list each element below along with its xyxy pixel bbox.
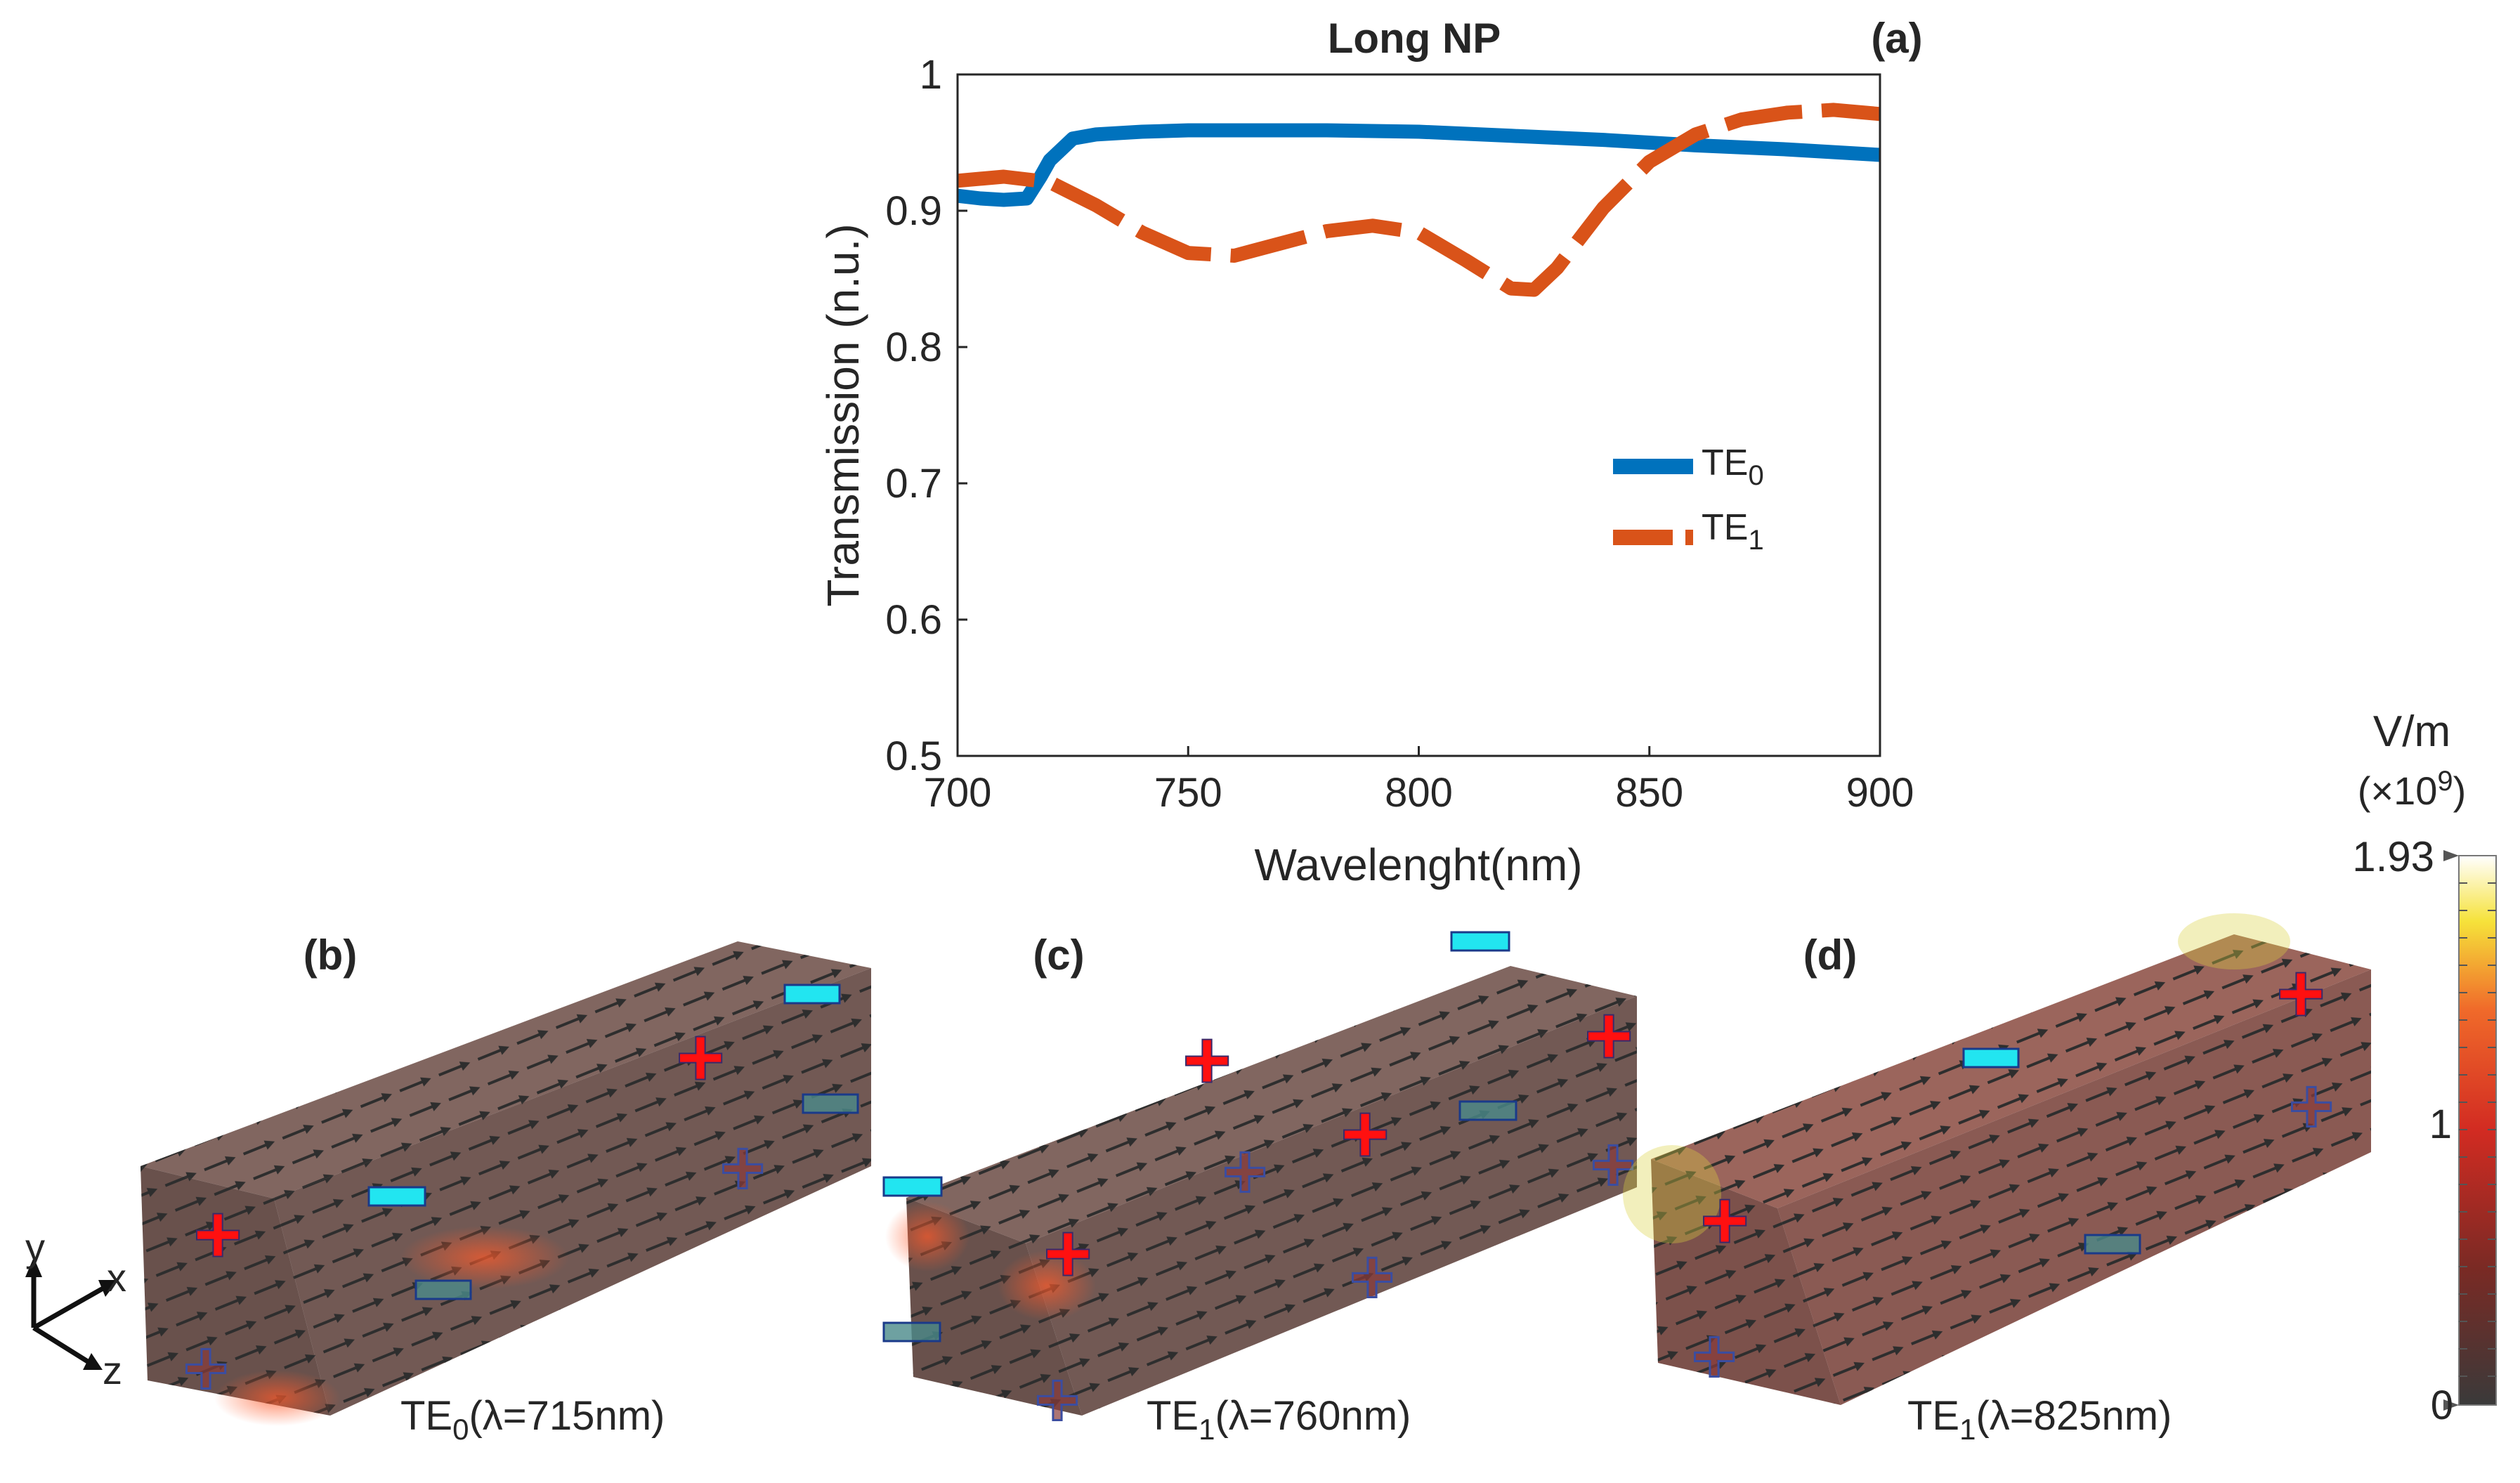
x-tick-label: 900 <box>1846 770 1914 816</box>
plus-charge-icon: + <box>720 1125 765 1211</box>
colorbar-max-marker <box>2443 850 2459 861</box>
x-tick-label: 850 <box>1615 770 1683 816</box>
colorbar-scale: (×109) <box>2358 766 2467 813</box>
minus-charge-icon <box>1962 1047 2020 1069</box>
series-line-te0 <box>956 123 1881 207</box>
x-axis-label: Wavelenght(nm) <box>1254 840 1582 890</box>
colorbar-mid-label: 1 <box>2429 1102 2452 1147</box>
panel-label-b: (b) <box>303 932 358 979</box>
axis-y-label: y <box>25 1225 45 1269</box>
x-tick-label: 700 <box>924 770 992 816</box>
colorbar-unit: V/m <box>2373 707 2450 756</box>
y-axis-label: Transmission (n.u.) <box>818 223 868 606</box>
minus-charge-icon <box>1450 931 1510 952</box>
y-tick-label: 1 <box>920 52 942 98</box>
nanoparticle-d <box>1623 913 2371 1405</box>
minus-charge-icon <box>882 1176 943 1197</box>
y-tick-label: 0.7 <box>885 461 942 507</box>
legend-label-te0: TE0 <box>1702 443 1764 491</box>
plus-charge-icon: + <box>2276 946 2325 1040</box>
y-tick-label: 0.6 <box>885 597 942 643</box>
colorbar-min-label: 0 <box>2431 1383 2453 1428</box>
chart-legend: TE0 TE1 <box>1613 443 1764 556</box>
nanoparticle-b <box>141 941 871 1426</box>
charge-markers-c: + + + + + + + + <box>882 931 1637 1444</box>
plot-area-frame <box>956 73 1881 757</box>
colorbar-max-label: 1.93 <box>2352 833 2434 880</box>
x-tick-label: 750 <box>1154 770 1222 816</box>
plus-charge-icon: + <box>1043 1206 1092 1300</box>
charge-markers-b: + + + + <box>182 984 859 1413</box>
plus-charge-icon: + <box>1340 1087 1390 1181</box>
axis-x-label: x <box>107 1255 126 1300</box>
plus-charge-icon: + <box>1222 1128 1267 1215</box>
chart-panel-a: Long NP (a) 700 750 800 850 900 0.5 0.6 0.7 0.8… <box>818 15 1923 890</box>
minus-charge-icon <box>2084 1234 2141 1255</box>
nanoparticle-panel-b: (b) + + + + TE0(λ=715nm) <box>141 932 871 1446</box>
colorbar-min-marker <box>2443 1399 2459 1411</box>
nanoparticle-panel-c: (c) + + + + + + + + TE1(λ=760nm) <box>882 931 1637 1446</box>
caption-c: TE1(λ=760nm) <box>1147 1393 1411 1446</box>
minus-charge-icon <box>802 1093 859 1114</box>
plus-charge-icon: + <box>193 1187 242 1281</box>
colorbar-ticks <box>2459 882 2496 1377</box>
y-tick-label: 0.8 <box>885 325 942 370</box>
minus-charge-icon <box>414 1279 472 1300</box>
chart-title: Long NP <box>1328 15 1501 62</box>
panel-label-a: (a) <box>1871 15 1922 62</box>
series-line-te1 <box>957 103 1881 297</box>
nanoparticle-panel-d: (d) + + + + TE1(λ=825nm) <box>1623 913 2371 1446</box>
charge-markers-d: + + + + <box>1690 946 2335 1401</box>
caption-b: TE0(λ=715nm) <box>400 1393 665 1446</box>
plus-charge-icon: + <box>1035 1357 1080 1443</box>
caption-d: TE1(λ=825nm) <box>1907 1393 2172 1446</box>
axis-z-label: z <box>103 1348 122 1392</box>
minus-charge-icon <box>882 1321 941 1342</box>
plus-charge-icon: + <box>1591 1121 1636 1208</box>
y-axis-ticks: 0.5 0.6 0.7 0.8 0.9 1 <box>885 52 967 779</box>
panel-label-d: (d) <box>1803 932 1858 979</box>
panel-label-c: (c) <box>1033 932 1084 979</box>
plus-charge-icon: + <box>1182 1013 1232 1107</box>
colorbar: V/m (×109) 1.93 1 <box>2352 707 2497 1428</box>
axes-triad: y x z <box>25 1225 126 1392</box>
plus-charge-icon: + <box>1692 1313 1737 1399</box>
x-axis-ticks: 700 750 800 850 900 <box>924 746 1914 816</box>
y-tick-label: 0.5 <box>885 733 942 779</box>
plus-charge-icon: + <box>1584 988 1633 1083</box>
plus-charge-icon: + <box>676 1010 725 1104</box>
minus-charge-icon <box>367 1186 426 1207</box>
plus-charge-icon: + <box>183 1325 228 1411</box>
plus-charge-icon: + <box>1350 1234 1395 1320</box>
series-layer <box>956 103 1881 297</box>
minus-charge-icon <box>1458 1100 1517 1121</box>
legend-label-te1: TE1 <box>1702 507 1764 556</box>
y-tick-label: 0.9 <box>885 188 942 234</box>
plus-charge-icon: + <box>1700 1173 1749 1267</box>
plus-charge-icon: + <box>2289 1063 2334 1149</box>
x-tick-label: 800 <box>1385 770 1453 816</box>
minus-charge-icon <box>783 984 841 1005</box>
